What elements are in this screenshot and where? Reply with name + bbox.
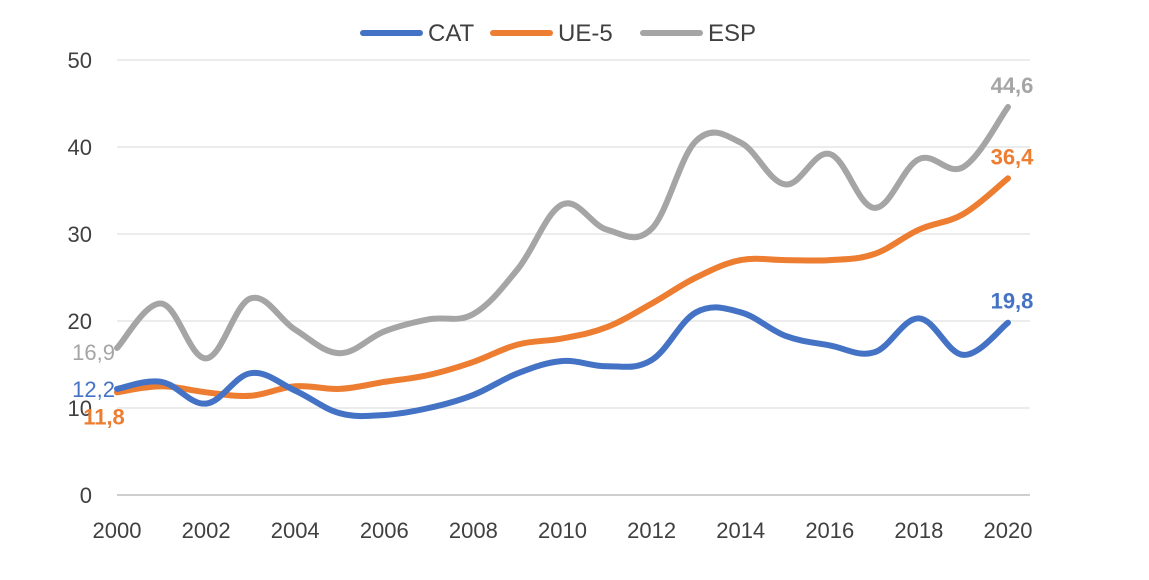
series-line-cat	[114, 304, 1011, 420]
series-lines	[114, 104, 1011, 420]
series-line-esp	[114, 104, 1011, 362]
series-line-ue-5	[114, 175, 1011, 400]
x-tick-label: 2002	[182, 518, 231, 543]
x-tick-label: 2020	[984, 518, 1033, 543]
x-tick-label: 2014	[716, 518, 765, 543]
legend-item-ue-5: UE-5	[490, 20, 613, 47]
x-tick-label: 2004	[271, 518, 320, 543]
x-tick-label: 2006	[360, 518, 409, 543]
data-label-cat-2020: 19,8	[991, 289, 1034, 314]
data-label-cat-2000: 12,2	[72, 377, 115, 402]
y-tick-label: 40	[68, 135, 92, 160]
y-tick-label: 10	[68, 396, 92, 421]
y-tick-label: 0	[80, 483, 92, 508]
x-tick-label: 2012	[627, 518, 676, 543]
x-tick-label: 2016	[805, 518, 854, 543]
data-labels: 16,9 12,211,8 44,6 36,4 19,8	[72, 73, 1034, 429]
data-label-ue-5-2020: 36,4	[991, 144, 1035, 169]
legend-item-esp: ESP	[640, 20, 756, 47]
legend-label: CAT	[428, 20, 475, 47]
data-label-esp-2000: 16,9	[72, 340, 115, 365]
x-tick-label: 2010	[538, 518, 587, 543]
axes: 0 10 20 30 40 50 2000 2002 2004 2006 2008 2010 2012 2…	[68, 48, 1033, 543]
x-tick-label: 2018	[894, 518, 943, 543]
legend-label: UE-5	[558, 20, 613, 47]
legend-label: ESP	[708, 20, 756, 47]
x-tick-label: 2000	[93, 518, 142, 543]
data-label-ue-5-2000: 11,8	[83, 404, 125, 429]
y-tick-label: 30	[68, 222, 92, 247]
y-tick-label: 20	[68, 309, 92, 334]
data-label-esp-2020: 44,6	[991, 73, 1034, 98]
legend-item-cat: CAT	[360, 20, 475, 47]
gridlines	[117, 59, 1030, 496]
legend: CAT UE-5 ESP	[360, 20, 756, 47]
y-tick-label: 50	[68, 48, 92, 73]
x-tick-label: 2008	[449, 518, 498, 543]
